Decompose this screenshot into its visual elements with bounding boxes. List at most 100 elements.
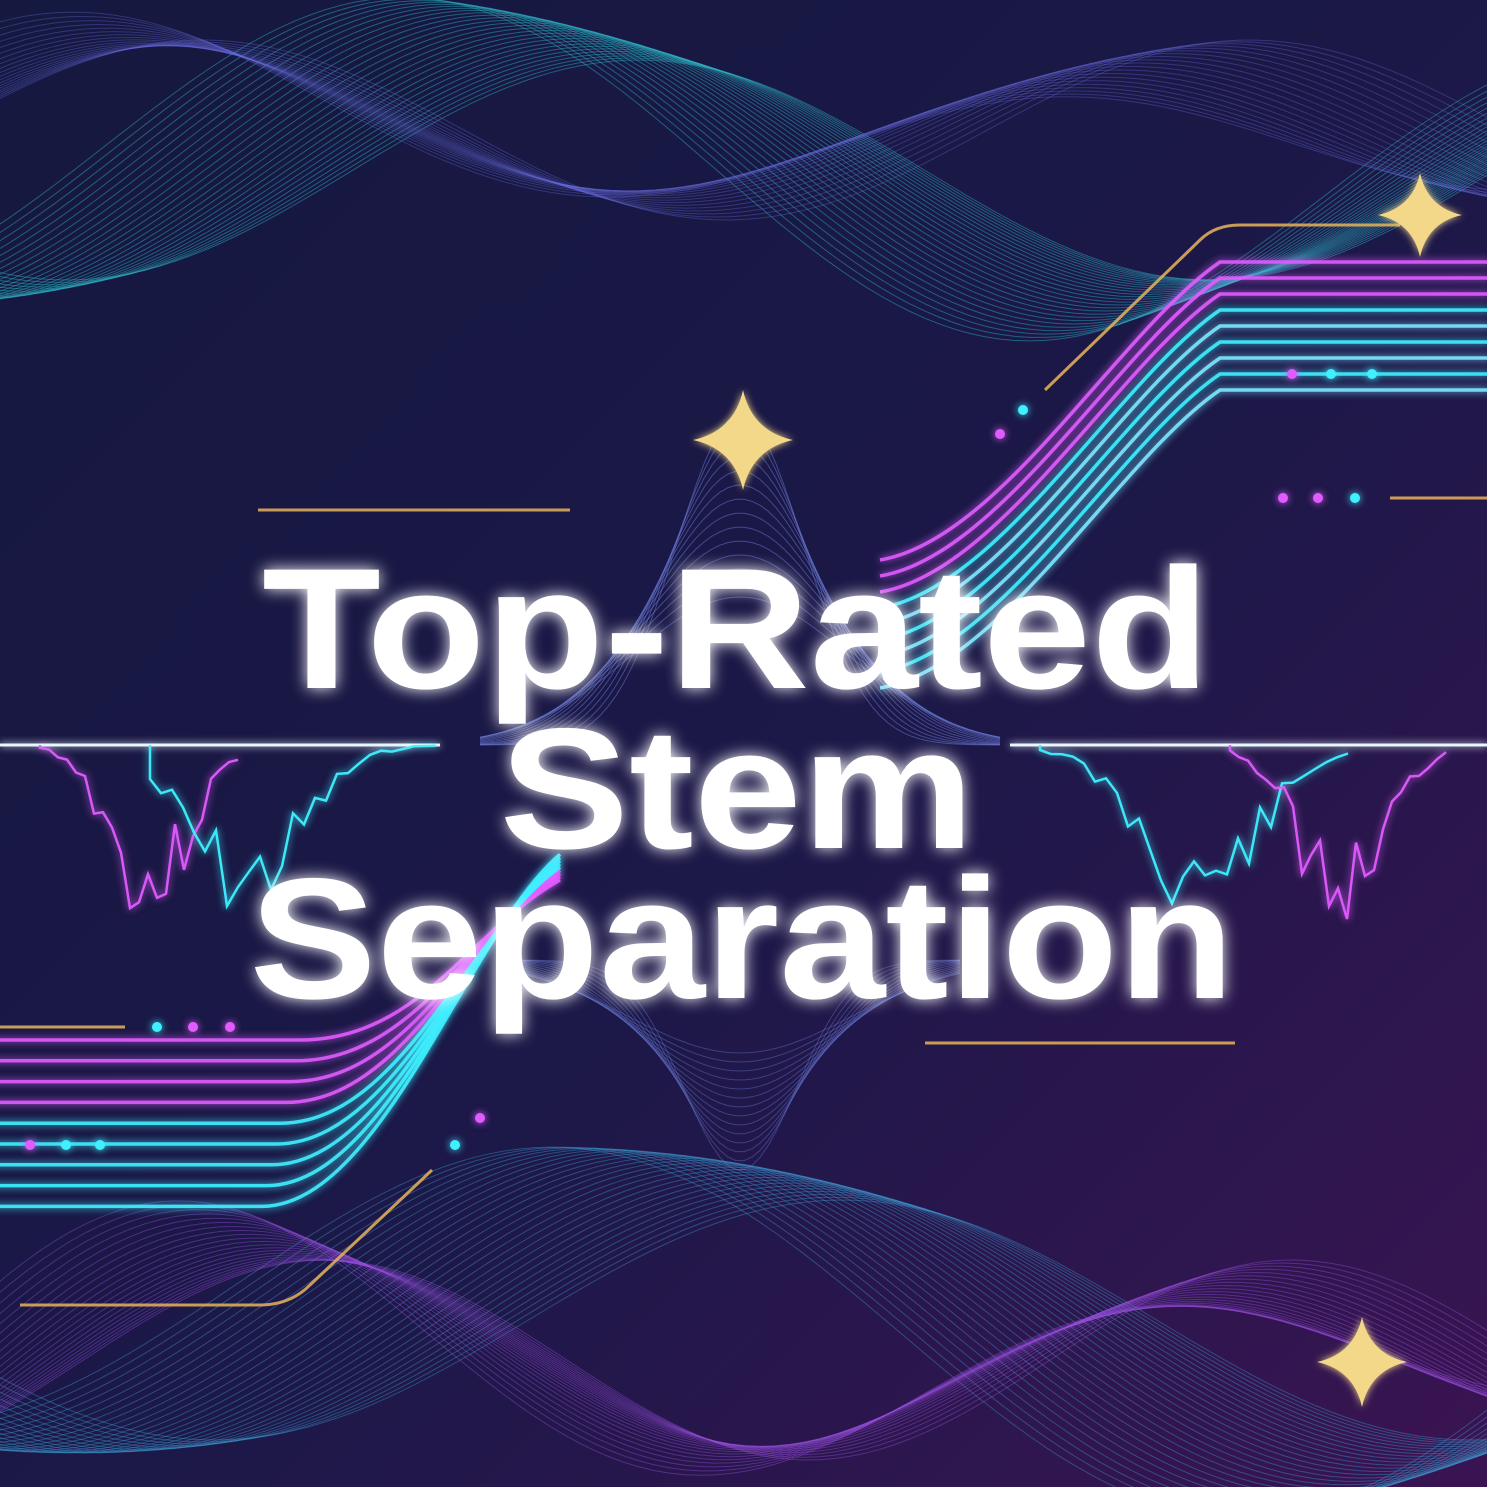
wave-line [0, 42, 1487, 215]
neon-stripe [879, 340, 1487, 642]
wave-line [0, 1176, 1487, 1457]
neon-dot [1350, 493, 1360, 503]
wave-line [0, 9, 1487, 318]
sparkle-icon [693, 390, 793, 490]
neon-dot [1287, 369, 1297, 379]
wave-line [0, 1150, 1487, 1487]
title-line-1: Top-Rated [262, 533, 1210, 725]
wave-line [0, 35, 1487, 300]
wave-line [0, 57, 1487, 283]
neon-dot [1018, 405, 1028, 415]
wave-line [0, 32, 1487, 300]
wave-line [0, 27, 1487, 299]
wave-line [519, 960, 961, 1153]
wave-line [519, 971, 961, 1072]
wave-line [519, 959, 961, 1162]
wave-line [0, 1196, 1487, 1443]
wave-line [0, 16, 1487, 309]
wave-line [0, 1237, 1487, 1449]
wave-line [0, 1156, 1487, 1486]
wave-line [0, 1146, 1487, 1487]
neon-dot [995, 429, 1005, 439]
wave-line [0, 1159, 1487, 1479]
title-line-3: Separation [250, 843, 1235, 1035]
wave-line [479, 596, 1001, 738]
wave-line [0, 1148, 1487, 1487]
sparkle-icon [1317, 1317, 1407, 1407]
wave-line [0, 1, 1487, 332]
waveform-line [38, 745, 239, 911]
wave-line [0, 40, 1487, 298]
neon-stripe [879, 276, 1487, 578]
neon-dot [1326, 369, 1336, 379]
waveform-line [1038, 745, 1349, 907]
wave-line [0, 1179, 1487, 1455]
waveform-line [1228, 745, 1447, 920]
wave-line [479, 526, 1001, 741]
neon-dot [152, 1022, 162, 1032]
neon-dot [1313, 493, 1323, 503]
wave-line [0, 23, 1487, 197]
wave-line [0, 0, 1487, 335]
wave-line [0, 50, 1487, 290]
wave-line [0, 1182, 1487, 1452]
neon-dot [1278, 493, 1288, 503]
wave-line [0, 1233, 1487, 1451]
wave-line [0, 1257, 1487, 1452]
neon-dot [25, 1140, 35, 1150]
wave-line [479, 484, 1001, 744]
wave-line [519, 972, 961, 1054]
wave-line [0, 1247, 1487, 1447]
wave-line [0, 1166, 1487, 1469]
wave-line [0, 34, 1487, 196]
wave-line [0, 20, 1487, 195]
wave-line [0, 53, 1487, 288]
wave-line [0, 41, 1487, 195]
wave-line [0, 1164, 1487, 1473]
wave-line [0, 1193, 1487, 1445]
wave-line [0, 39, 1487, 221]
wave-line [0, 41, 1487, 218]
neon-stripe [879, 260, 1487, 562]
neon-dots [25, 369, 1377, 1150]
waveform-icon [0, 743, 1487, 920]
wave-line [0, 1221, 1487, 1458]
wave-line [0, 55, 1487, 286]
wave-line [0, 36, 1487, 194]
wave-line [479, 582, 1001, 738]
wave-line [0, 19, 1487, 306]
wave-line [0, 1259, 1487, 1461]
neon-stripe [879, 388, 1487, 690]
wave-line [0, 45, 1487, 204]
wave-line [519, 959, 961, 1170]
wave-line [519, 965, 961, 1108]
wave-line [0, 44, 1487, 201]
wave-line [0, 45, 1487, 294]
wave-line [519, 968, 961, 1090]
neon-stripe [879, 356, 1487, 658]
gold-line [1043, 223, 1400, 392]
neon-dot [95, 1140, 105, 1150]
wave-line [0, 7, 1487, 322]
wave-line [0, 1185, 1487, 1450]
wave-line [0, 45, 1487, 206]
wave-line [0, 37, 1487, 299]
wave-line [519, 969, 961, 1081]
wave-line [0, 1147, 1487, 1487]
wave-line [0, 1213, 1487, 1464]
neon-stripe [879, 308, 1487, 610]
wave-line [0, 1254, 1487, 1449]
neon-dot [475, 1113, 485, 1123]
wave-line [0, 1171, 1487, 1463]
wave-line [519, 960, 961, 1144]
neon-dot [225, 1022, 235, 1032]
title-line-2: Stem [500, 693, 975, 885]
wave-line [0, 11, 1487, 198]
wave-line [0, 1174, 1487, 1460]
wave-line [519, 966, 961, 1099]
wave-line [0, 1240, 1487, 1448]
wave-line [0, 1225, 1487, 1455]
gold-accent-lines [0, 223, 1487, 1307]
wave-line [0, 1157, 1487, 1482]
